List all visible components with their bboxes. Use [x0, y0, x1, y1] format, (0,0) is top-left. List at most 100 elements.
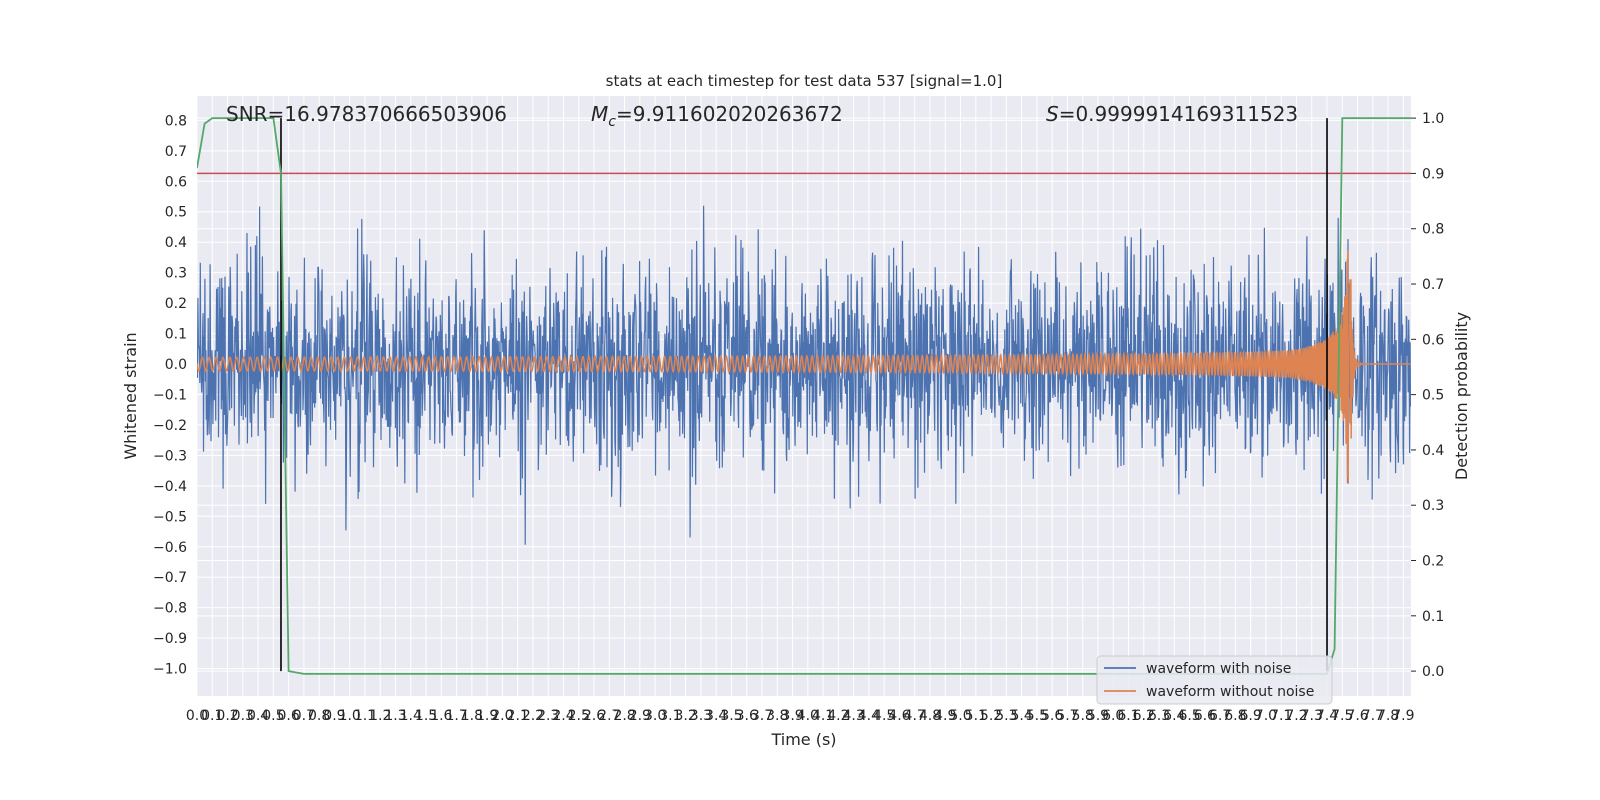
x-tick-label: 7.8: [1377, 708, 1399, 724]
x-tick-label: 1.5: [415, 708, 437, 724]
x-tick-label: 0.0: [186, 708, 208, 724]
x-tick-label: 0.2: [216, 708, 238, 724]
x-tick-label: 5.3: [995, 708, 1017, 724]
y2-tick-label: 1.0: [1422, 111, 1444, 127]
x-tick-label: 3.8: [766, 708, 788, 724]
x-tick-label: 4.6: [888, 708, 910, 724]
y2-tick-label: 0.0: [1422, 664, 1444, 680]
x-tick-label: 5.8: [1072, 708, 1094, 724]
x-tick-label: 5.5: [1026, 708, 1048, 724]
x-tick-label: 0.8: [308, 708, 330, 724]
x-tick-label: 7.6: [1346, 708, 1368, 724]
y2-axis-ticks: 0.0 0.1 0.2 0.3 0.4 0.5 0.6 0.7 0.8 0.9 1.0: [1411, 111, 1444, 680]
y2-tick-label: 0.2: [1422, 554, 1444, 570]
y-tick-label: 0.6: [165, 174, 187, 190]
legend-box: [1096, 655, 1333, 705]
y-tick-label: −0.1: [153, 387, 187, 403]
x-tick-label: 1.8: [461, 708, 483, 724]
x-tick-label: 0.5: [262, 708, 284, 724]
x-tick-label: 2.0: [491, 708, 513, 724]
series-line-waveform-without-noise: [197, 249, 1411, 484]
legend: waveform with noise waveform without noi…: [1096, 655, 1333, 705]
x-tick-label: 1.1: [354, 708, 376, 724]
x-tick-label: 6.2: [1133, 708, 1155, 724]
x-tick-label: 3.1: [659, 708, 681, 724]
x-tick-label: 6.0: [1102, 708, 1124, 724]
x-tick-label: 2.9: [629, 708, 651, 724]
x-tick-label: 5.0: [949, 708, 971, 724]
score-annotation: S=0.9999914169311523: [1046, 102, 1298, 126]
x-tick-label: 6.1: [1117, 708, 1139, 724]
score-symbol: S: [1046, 102, 1059, 126]
x-tick-label: 3.0: [644, 708, 666, 724]
x-tick-label: 2.4: [552, 708, 574, 724]
y2-tick-label: 0.7: [1422, 277, 1444, 293]
y2-tick-label: 0.8: [1422, 222, 1444, 238]
y2-axis-label: Detection probability: [1452, 312, 1471, 480]
x-tick-label: 1.6: [430, 708, 452, 724]
x-tick-label: 7.2: [1285, 708, 1307, 724]
x-tick-label: 2.6: [583, 708, 605, 724]
series-line-detection-probability: [197, 117, 1411, 675]
chirp-mass-subscript: c: [608, 114, 616, 130]
x-tick-label: 4.9: [934, 708, 956, 724]
x-tick-label: 7.3: [1301, 708, 1323, 724]
x-tick-label: 0.7: [293, 708, 315, 724]
y-tick-label: −1.0: [153, 662, 187, 678]
y-tick-label: −0.6: [153, 540, 187, 556]
x-tick-label: 7.7: [1362, 708, 1384, 724]
score-value: =0.9999914169311523: [1059, 102, 1298, 126]
x-tick-label: 7.9: [1392, 708, 1414, 724]
y2-tick-label: 0.1: [1422, 609, 1444, 625]
y-axis-ticks: −1.0 −0.9 −0.8 −0.7 −0.6 −0.5 −0.4 −0.3 −0.2 −0.1…: [153, 113, 187, 677]
legend-label-waveform-without-noise: waveform without noise: [1146, 684, 1314, 700]
x-tick-label: 1.4: [400, 708, 422, 724]
y-tick-label: −0.3: [153, 448, 187, 464]
y-tick-label: 0.3: [165, 266, 187, 282]
x-tick-label: 6.4: [1163, 708, 1185, 724]
x-tick-label: 6.8: [1224, 708, 1246, 724]
x-tick-label: 4.8: [919, 708, 941, 724]
x-tick-label: 4.2: [827, 708, 849, 724]
x-tick-label: 3.3: [690, 708, 712, 724]
x-tick-label: 2.2: [522, 708, 544, 724]
y2-tick-label: 0.5: [1422, 388, 1444, 404]
x-tick-label: 0.4: [247, 708, 269, 724]
x-tick-label: 0.9: [323, 708, 345, 724]
y-tick-label: 0.2: [165, 296, 187, 312]
x-tick-label: 3.2: [675, 708, 697, 724]
x-tick-label: 6.7: [1209, 708, 1231, 724]
x-tick-label: 5.4: [1010, 708, 1032, 724]
x-tick-label: 6.5: [1178, 708, 1200, 724]
y-tick-label: 0.0: [165, 357, 187, 373]
x-tick-label: 6.9: [1240, 708, 1262, 724]
x-tick-label: 4.0: [797, 708, 819, 724]
y2-tick-label: 0.6: [1422, 332, 1444, 348]
y-tick-label: −0.9: [153, 631, 187, 647]
x-tick-label: 2.3: [537, 708, 559, 724]
x-tick-label: 1.0: [339, 708, 361, 724]
series-line-waveform-with-noise: [197, 205, 1411, 545]
y-tick-label: −0.5: [153, 509, 187, 525]
y-tick-label: −0.8: [153, 601, 187, 617]
x-tick-label: 0.6: [277, 708, 299, 724]
x-tick-label: 5.1: [965, 708, 987, 724]
chart-title: stats at each timestep for test data 537…: [606, 72, 1003, 90]
x-tick-label: 5.2: [980, 708, 1002, 724]
x-tick-label: 7.0: [1255, 708, 1277, 724]
x-tick-label: 4.1: [812, 708, 834, 724]
x-tick-label: 7.4: [1316, 708, 1338, 724]
x-tick-label: 1.9: [476, 708, 498, 724]
x-tick-label: 2.7: [598, 708, 620, 724]
y-axis-label: Whitened strain: [121, 332, 140, 459]
x-tick-label: 5.9: [1087, 708, 1109, 724]
x-tick-label: 0.1: [201, 708, 223, 724]
x-tick-label: 3.7: [751, 708, 773, 724]
y2-tick-label: 0.9: [1422, 166, 1444, 182]
x-axis-ticks: 0.00.10.20.30.40.50.60.70.80.91.01.11.21…: [186, 708, 1415, 724]
x-axis-label: Time (s): [770, 730, 836, 749]
x-tick-label: 7.5: [1331, 708, 1353, 724]
y-tick-label: −0.4: [153, 479, 187, 495]
x-tick-label: 1.2: [369, 708, 391, 724]
